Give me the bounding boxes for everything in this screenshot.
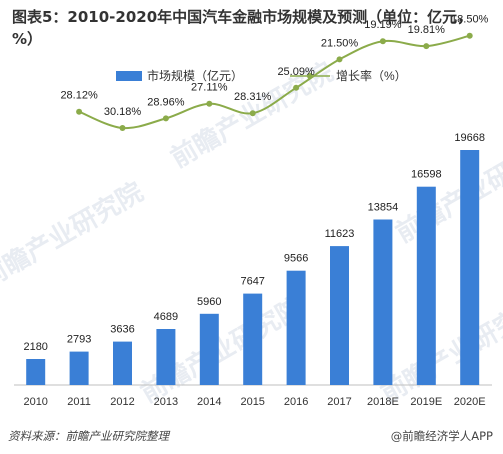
bar-2018E [373,219,393,385]
bar-2010 [26,359,46,385]
growth-rate-line [78,34,470,130]
growth-value-label: 27.11% [191,82,228,94]
bar-2013 [156,329,176,385]
bar-value-label: 16598 [411,169,442,181]
bar-value-label: 5960 [197,296,221,308]
x-tick-label: 2013 [154,396,178,408]
bar-value-label: 4689 [154,311,178,323]
growth-point-2015 [249,110,256,117]
x-tick-label: 2018E [367,396,399,408]
growth-value-label: 28.31% [234,91,272,103]
bar-value-label: 2793 [67,334,91,346]
legend-label-bars: 市场规模（亿元） [147,68,243,83]
x-tick-label: 2020E [454,396,486,408]
growth-value-label: 19.19% [364,19,402,31]
x-tick-label: 2016 [284,396,308,408]
growth-value-label: 18.50% [451,14,489,26]
growth-point-2017 [336,56,343,63]
market-size-chart: 市场规模（亿元） 增长率（%） 2180 2793 3636 4689 5960 7647… [14,14,492,408]
bar-2019E [416,186,436,385]
growth-value-label: 30.18% [104,106,142,118]
bar-2011 [69,351,89,385]
footer: 资料来源：前瞻产业研究院整理 @前瞻经济学人APP [0,422,503,454]
growth-point-2014 [206,100,213,107]
x-tick-label: 2019E [410,396,442,408]
x-tick-label: 2012 [110,396,134,408]
bar-value-label: 2180 [23,341,47,353]
legend-label-line: 增长率（%） [336,68,407,83]
source-note: 资料来源：前瞻产业研究院整理 [8,429,169,443]
growth-point-2018E [379,38,386,45]
x-tick-label: 2017 [327,396,351,408]
x-tick-label: 2014 [197,396,221,408]
x-tick-label: 2010 [23,396,47,408]
bar-value-label: 13854 [368,202,399,214]
growth-point-2019E [423,43,430,50]
growth-value-label: 25.09% [277,66,315,78]
growth-point-2020E [466,32,473,39]
growth-point-2013 [162,115,169,122]
chart-title: 图表5：2010-2020年中国汽车金融市场规模及预测（单位：亿元，%） [12,8,473,48]
growth-point-2011 [76,108,83,115]
growth-value-label: 19.81% [408,24,446,36]
bar-2017 [330,246,349,385]
growth-value-label: 28.12% [60,90,98,102]
bar-2015 [243,293,263,385]
x-tick-label: 2015 [240,396,264,408]
growth-point-2012 [119,125,126,131]
bar-value-label: 19668 [454,132,485,144]
bar-2016 [286,270,306,385]
bar-value-label: 3636 [110,324,134,336]
growth-point-2016 [293,84,300,91]
growth-value-label: 21.50% [321,37,359,49]
legend-swatch-bars [116,71,142,81]
bar-2020E [460,150,480,385]
bar-value-label: 11623 [325,228,355,240]
bar-2014 [199,313,219,385]
growth-value-label: 28.96% [147,96,185,108]
brand-credit: @前瞻经济学人APP [390,429,493,443]
x-tick-label: 2011 [67,396,91,408]
bar-value-label: 7647 [240,276,264,288]
legend: 市场规模（亿元） 增长率（%） [116,68,407,83]
bar-2012 [113,341,132,385]
bar-value-label: 9566 [284,253,308,265]
